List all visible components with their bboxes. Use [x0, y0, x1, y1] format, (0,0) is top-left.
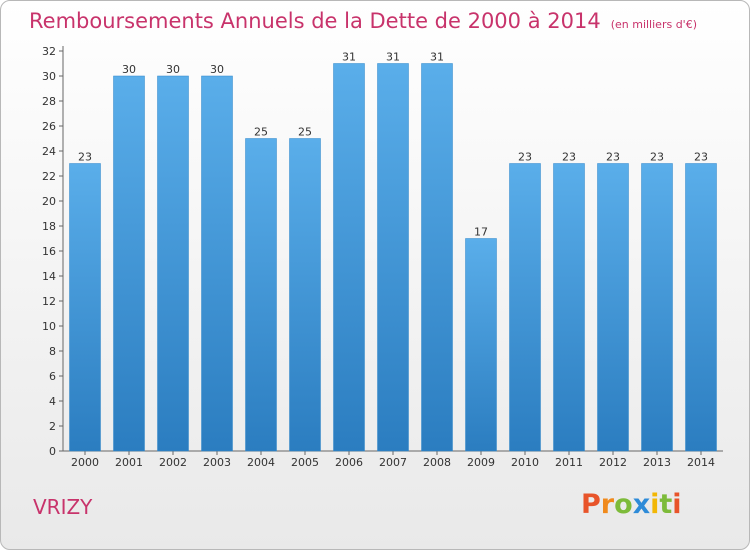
x-tick-label-2000: 2000	[71, 456, 99, 469]
y-tick-label: 20	[42, 195, 56, 208]
bar-2006	[333, 63, 365, 452]
logo-letter: r	[600, 489, 615, 520]
y-tick-label: 28	[42, 95, 56, 108]
logo-letter: o	[614, 489, 633, 520]
y-tick-label: 14	[42, 270, 56, 283]
x-tick-label-2009: 2009	[467, 456, 495, 469]
y-tick-label: 2	[49, 420, 56, 433]
value-label-2003: 30	[210, 63, 224, 76]
value-label-2014: 23	[694, 151, 708, 164]
x-tick-label-2010: 2010	[511, 456, 539, 469]
chart-title: Remboursements Annuels de la Dette de 20…	[29, 9, 697, 33]
x-tick-label-2007: 2007	[379, 456, 407, 469]
value-label-2012: 23	[606, 151, 620, 164]
y-tick-label: 24	[42, 145, 56, 158]
bar-2013	[641, 163, 673, 452]
logo-letter: t	[659, 489, 673, 520]
place-name: VRIZY	[33, 495, 93, 519]
y-tick-label: 22	[42, 170, 56, 183]
y-tick-label: 0	[49, 445, 56, 458]
bar-2011	[553, 163, 585, 452]
value-label-2001: 30	[122, 63, 136, 76]
value-label-2002: 30	[166, 63, 180, 76]
bar-2000	[69, 163, 101, 452]
value-label-2009: 17	[474, 226, 488, 239]
y-tick-label: 18	[42, 220, 56, 233]
bar-2009	[465, 238, 497, 452]
bar-2003	[201, 75, 233, 452]
y-tick-label: 26	[42, 120, 56, 133]
x-tick-label-2004: 2004	[247, 456, 275, 469]
x-tick-label-2008: 2008	[423, 456, 451, 469]
chart-bars	[69, 63, 717, 452]
x-tick-label-2011: 2011	[555, 456, 583, 469]
chart-unit-label: (en milliers d'€)	[610, 18, 697, 31]
x-tick-label-2012: 2012	[599, 456, 627, 469]
value-label-2013: 23	[650, 151, 664, 164]
logo-letter: P	[581, 489, 601, 520]
value-label-2007: 31	[386, 51, 400, 64]
y-tick-label: 10	[42, 320, 56, 333]
value-label-2008: 31	[430, 51, 444, 64]
x-tick-label-2001: 2001	[115, 456, 143, 469]
bar-2014	[685, 163, 717, 452]
bar-2001	[113, 75, 145, 452]
x-tick-label-2006: 2006	[335, 456, 363, 469]
y-tick-label: 32	[42, 45, 56, 58]
bar-2004	[245, 138, 277, 452]
chart-value-labels: 23 30 30 30 25 25 31 31 31 17 23 23 23 23 23	[78, 51, 708, 239]
y-tick-label: 8	[49, 345, 56, 358]
chart-title-text: Remboursements Annuels de la Dette de 20…	[29, 9, 601, 33]
bar-2012	[597, 163, 629, 452]
value-label-2011: 23	[562, 151, 576, 164]
value-label-2010: 23	[518, 151, 532, 164]
logo-letter: i	[650, 489, 660, 520]
y-tick-label: 16	[42, 245, 56, 258]
logo-letter: i	[672, 489, 682, 520]
value-label-2000: 23	[78, 151, 92, 164]
x-tick-label-2003: 2003	[203, 456, 231, 469]
value-label-2004: 25	[254, 126, 268, 139]
value-label-2006: 31	[342, 51, 356, 64]
bar-2002	[157, 75, 189, 452]
value-label-2005: 25	[298, 126, 312, 139]
x-tick-label-2014: 2014	[687, 456, 715, 469]
y-tick-label: 4	[49, 395, 56, 408]
logo-letter: x	[632, 489, 651, 520]
x-tick-label-2005: 2005	[291, 456, 319, 469]
bar-2007	[377, 63, 409, 452]
bar-2005	[289, 138, 321, 452]
bar-2008	[421, 63, 453, 452]
y-tick-label: 30	[42, 70, 56, 83]
x-tick-label-2013: 2013	[643, 456, 671, 469]
proxiti-logo: Proxiti	[581, 489, 682, 520]
x-tick-label-2002: 2002	[159, 456, 187, 469]
y-tick-label: 6	[49, 370, 56, 383]
bar-2010	[509, 163, 541, 452]
y-tick-label: 12	[42, 295, 56, 308]
